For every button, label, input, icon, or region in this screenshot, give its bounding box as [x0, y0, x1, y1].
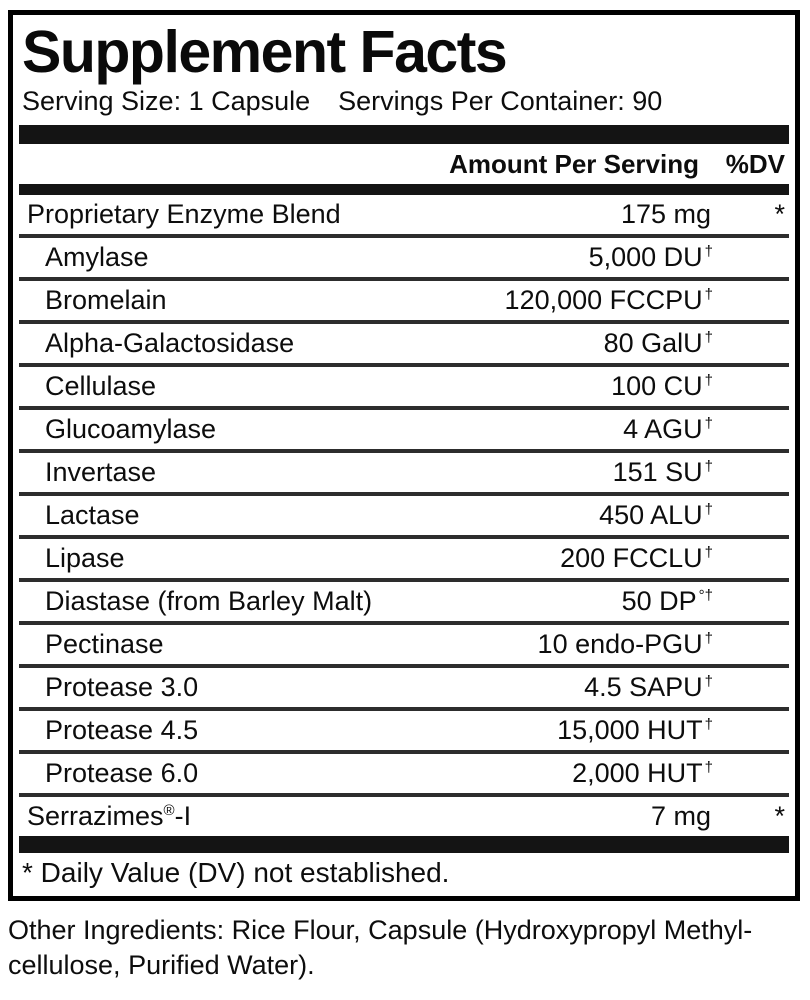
serving-info: Serving Size: 1 Capsule Servings Per Cont… [19, 83, 789, 125]
ingredient-amount: 80 GalU † [603, 328, 713, 358]
table-row: Serrazimes®-I 7 mg * [19, 797, 789, 836]
ingredient-amount: 4 AGU † [623, 414, 713, 444]
ingredient-dv [713, 754, 789, 793]
ingredient-amount: 7 mg [650, 801, 711, 831]
ingredient-name: Amylase [45, 242, 149, 272]
registered-trademark-sup: ® [163, 802, 175, 819]
ingredient-name: Lipase [45, 543, 125, 573]
ingredient-amount: 120,000 FCCPU † [504, 285, 713, 315]
table-row: Glucoamylase 4 AGU † [19, 410, 789, 453]
ingredient-name: Serrazimes®-I [27, 801, 192, 831]
table-row: Protease 4.5 15,000 HUT † [19, 711, 789, 754]
ingredient-amount: 10 endo-PGU † [537, 629, 713, 659]
serving-size-text: Serving Size: 1 Capsule [22, 86, 311, 116]
ingredient-amount: 200 FCCLU † [560, 543, 713, 573]
divider-bar-header [19, 184, 789, 195]
dagger-sup: † [704, 458, 713, 475]
column-header-amount: Amount Per Serving [449, 148, 699, 179]
facts-title: Supplement Facts [22, 19, 508, 85]
ingredient-name: Bromelain [45, 285, 167, 315]
table-row: Bromelain 120,000 FCCPU † [19, 281, 789, 324]
dagger-sup: † [704, 286, 713, 303]
ingredient-amount: 50 DP °† [621, 586, 713, 616]
dagger-sup: † [704, 673, 713, 690]
other-ingredients: Other Ingredients: Rice Flour, Capsule (… [8, 913, 752, 983]
dagger-sup: °† [698, 587, 713, 604]
ingredients-table: Proprietary Enzyme Blend 175 mg * Amylas… [19, 195, 789, 836]
panel-inner: Supplement Facts Serving Size: 1 Capsule… [13, 15, 795, 896]
ingredient-name: Invertase [45, 457, 157, 487]
table-row: Lipase 200 FCCLU † [19, 539, 789, 582]
table-row: Proprietary Enzyme Blend 175 mg * [19, 195, 789, 238]
ingredient-amount: 4.5 SAPU † [584, 672, 713, 702]
ingredient-dv [713, 281, 789, 320]
ingredient-dv [713, 324, 789, 363]
ingredient-amount: 5,000 DU † [588, 242, 713, 272]
dagger-sup: † [704, 716, 713, 733]
ingredient-dv [713, 496, 789, 535]
dagger-sup: † [704, 329, 713, 346]
ingredient-dv [713, 410, 789, 449]
ingredient-amount: 2,000 HUT † [572, 758, 713, 788]
ingredient-dv [713, 625, 789, 664]
dagger-sup: † [704, 501, 713, 518]
table-row: Amylase 5,000 DU † [19, 238, 789, 281]
dagger-sup: † [704, 243, 713, 260]
table-row: Diastase (from Barley Malt) 50 DP °† [19, 582, 789, 625]
ingredient-dv [713, 367, 789, 406]
dagger-sup: † [704, 415, 713, 432]
ingredient-amount: 100 CU † [611, 371, 713, 401]
column-header-row: Amount Per Serving %DV [19, 144, 789, 184]
ingredient-dv [713, 711, 789, 750]
ingredient-dv [713, 582, 789, 621]
ingredient-name: Pectinase [45, 629, 164, 659]
table-row: Alpha-Galactosidase 80 GalU † [19, 324, 789, 367]
column-header-dv: %DV [725, 148, 785, 179]
ingredient-name: Diastase (from Barley Malt) [45, 586, 373, 616]
ingredient-name: Glucoamylase [45, 414, 217, 444]
ingredient-name: Cellulase [45, 371, 157, 401]
divider-bar-footnote [19, 836, 789, 853]
dagger-sup: † [704, 630, 713, 647]
table-row: Invertase 151 SU † [19, 453, 789, 496]
ingredient-amount: 450 ALU † [599, 500, 713, 530]
ingredient-dv: * [774, 801, 785, 831]
table-row: Protease 6.0 2,000 HUT † [19, 754, 789, 797]
ingredient-name: Protease 6.0 [45, 758, 199, 788]
daily-value-footnote: * Daily Value (DV) not established. [22, 857, 450, 888]
table-row: Lactase 450 ALU † [19, 496, 789, 539]
table-row: Cellulase 100 CU † [19, 367, 789, 410]
servings-per-container-text: Servings Per Container: 90 [338, 86, 663, 116]
ingredient-name: Protease 3.0 [45, 672, 199, 702]
ingredient-name: Protease 4.5 [45, 715, 199, 745]
ingredient-amount: 15,000 HUT † [557, 715, 713, 745]
dagger-sup: † [704, 372, 713, 389]
ingredient-amount: 175 mg [620, 199, 711, 229]
supplement-facts-panel: Supplement Facts Serving Size: 1 Capsule… [8, 10, 800, 901]
ingredient-name: Alpha-Galactosidase [45, 328, 295, 358]
table-row: Protease 3.0 4.5 SAPU † [19, 668, 789, 711]
ingredient-name: Proprietary Enzyme Blend [27, 199, 341, 229]
dagger-sup: † [704, 759, 713, 776]
other-ingredients-line-1: Other Ingredients: Rice Flour, Capsule (… [8, 915, 753, 945]
ingredient-dv [713, 453, 789, 492]
ingredient-dv: * [774, 199, 785, 229]
ingredient-dv [713, 238, 789, 277]
dagger-sup: † [704, 544, 713, 561]
ingredient-dv [713, 668, 789, 707]
ingredient-amount: 151 SU † [612, 457, 713, 487]
other-ingredients-line-2: cellulose, Purified Water). [8, 950, 315, 980]
table-row: Pectinase 10 endo-PGU † [19, 625, 789, 668]
divider-bar-top [19, 125, 789, 144]
ingredient-dv [713, 539, 789, 578]
ingredient-name: Lactase [45, 500, 140, 530]
